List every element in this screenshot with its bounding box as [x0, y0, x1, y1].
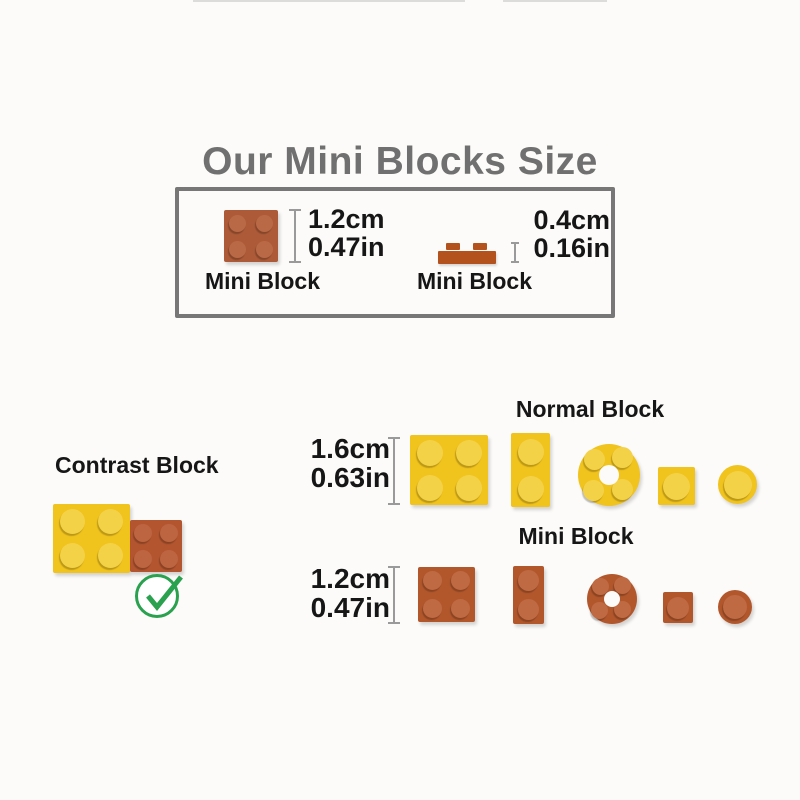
stud	[160, 524, 178, 542]
normal-row-label: Normal Block	[515, 396, 665, 422]
stud	[614, 601, 631, 618]
top-divider-left	[193, 0, 465, 2]
mini-size-text: 1.2cm 0.47in	[270, 564, 390, 622]
stud	[723, 470, 752, 499]
stud	[517, 475, 544, 502]
stud	[416, 439, 443, 466]
stud	[473, 243, 487, 250]
measure-bar-icon	[393, 437, 395, 505]
normal-size-cm: 1.6cm	[310, 433, 390, 464]
stud	[614, 577, 631, 594]
stud	[612, 447, 633, 468]
stud	[98, 543, 124, 569]
left-block-label: Mini Block	[204, 268, 320, 294]
right-size-cm: 0.4cm	[533, 205, 610, 235]
left-size-text: 1.2cm 0.47in	[308, 205, 385, 261]
mini-block-2x2-icon	[224, 210, 278, 262]
stud	[422, 571, 442, 591]
stud	[134, 524, 152, 542]
contrast-block-label: Contrast Block	[55, 452, 219, 478]
donut-hole	[604, 591, 620, 607]
left-size-in: 0.47in	[308, 232, 385, 262]
stud	[229, 240, 246, 258]
stud	[59, 508, 85, 534]
top-divider-right	[503, 0, 607, 2]
check-icon	[135, 574, 183, 618]
stud	[422, 598, 442, 618]
measure-bar-icon	[393, 566, 395, 624]
size-comparison-box	[175, 187, 615, 318]
stud	[455, 439, 482, 466]
stud	[612, 479, 633, 500]
right-size-text: 0.4cm 0.16in	[498, 206, 610, 262]
normal-donut-block-icon	[578, 444, 640, 506]
stud	[59, 543, 85, 569]
stud	[517, 438, 544, 465]
mini-donut-block-icon	[587, 574, 637, 624]
stud	[455, 474, 482, 501]
stud	[723, 595, 747, 619]
stud	[592, 578, 609, 595]
mini-2x2-block-icon	[418, 567, 475, 622]
stud	[663, 472, 690, 500]
stud	[667, 596, 689, 619]
mini-size-cm: 1.2cm	[310, 563, 390, 594]
stud	[518, 570, 539, 591]
mini-size-in: 0.47in	[310, 592, 390, 623]
stud	[160, 550, 178, 568]
stud	[583, 480, 604, 501]
mini-1x2-block-icon	[513, 566, 544, 624]
right-block-label: Mini Block	[416, 268, 532, 294]
mini-row-label: Mini Block	[518, 523, 634, 549]
stud	[446, 243, 460, 250]
contrast-orange-block-icon	[130, 520, 182, 572]
measure-bar-small-icon	[514, 242, 516, 263]
normal-round-block-icon	[718, 465, 757, 504]
stud	[451, 598, 471, 618]
mini-1x1-block-icon	[663, 592, 693, 623]
donut-hole	[599, 465, 619, 485]
measure-bar-icon	[294, 209, 296, 263]
stud	[518, 599, 539, 620]
mini-block-side-view-icon	[438, 243, 496, 264]
normal-1x2-block-icon	[511, 433, 550, 507]
page-title: Our Mini Blocks Size	[202, 140, 598, 183]
normal-2x2-block-icon	[410, 435, 488, 505]
stud	[229, 214, 246, 232]
normal-1x1-block-icon	[658, 467, 695, 505]
normal-size-text: 1.6cm 0.63in	[270, 434, 390, 492]
normal-size-in: 0.63in	[310, 462, 390, 493]
stud	[451, 571, 471, 591]
mini-round-block-icon	[718, 590, 752, 624]
contrast-yellow-block-icon	[53, 504, 130, 573]
stud	[256, 240, 273, 258]
stud	[256, 214, 273, 232]
stud	[134, 550, 152, 568]
stud	[584, 449, 605, 470]
left-size-cm: 1.2cm	[308, 204, 385, 234]
stud	[98, 508, 124, 534]
stud	[591, 602, 608, 619]
stud	[416, 474, 443, 501]
right-size-in: 0.16in	[533, 233, 610, 263]
plate-base	[438, 251, 496, 264]
